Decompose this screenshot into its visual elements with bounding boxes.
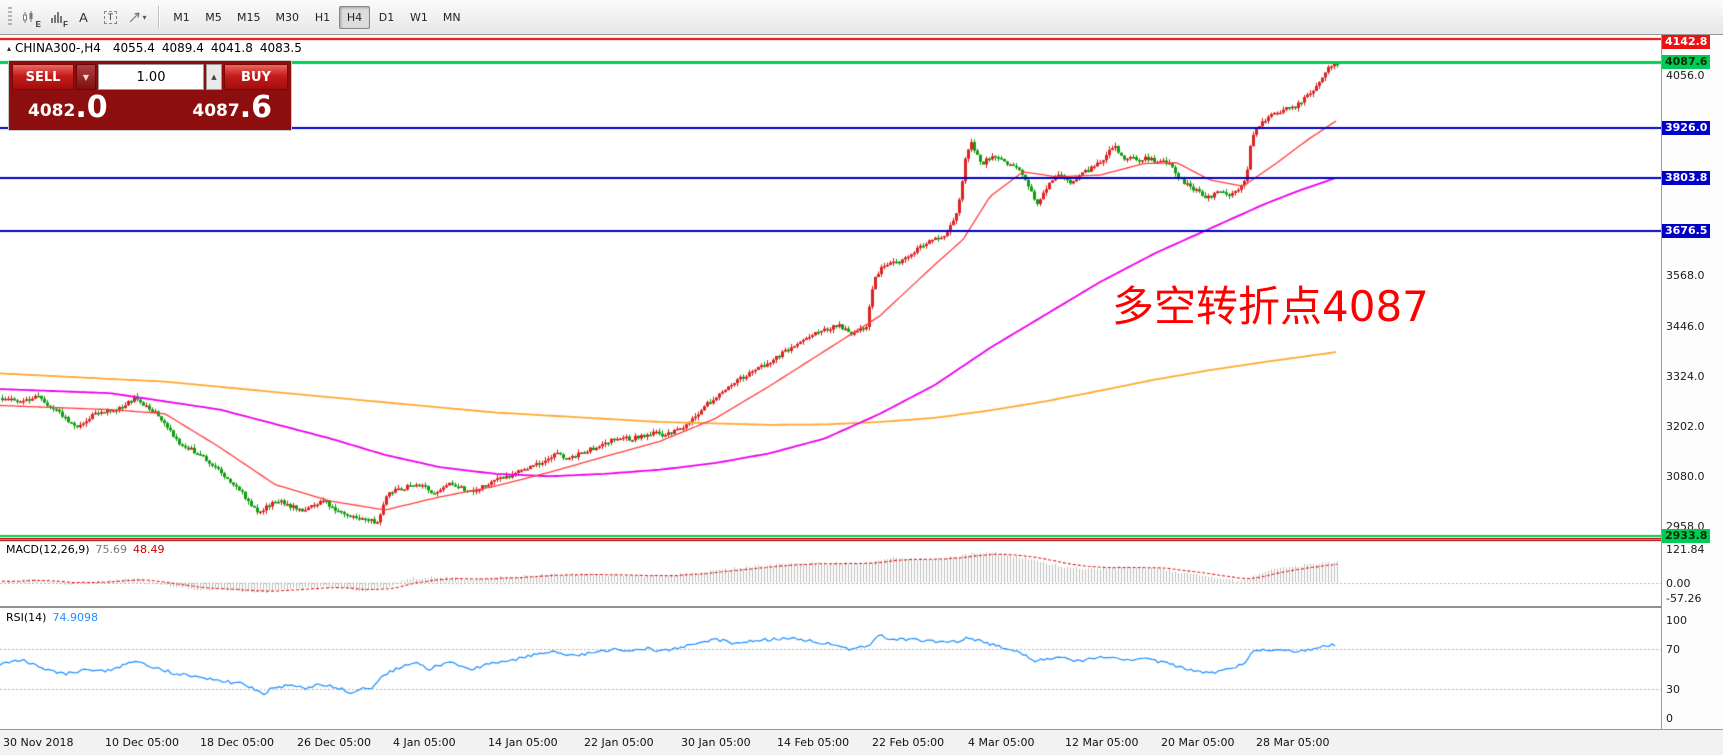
chart-annotation[interactable]: 多空转折点4087: [1112, 282, 1429, 331]
expert-chart-tool-button[interactable]: E: [16, 5, 43, 30]
timeframe-button-m15[interactable]: M15: [230, 6, 268, 29]
macd-signal-value: 48.49: [133, 543, 165, 556]
time-axis-label: 30 Nov 2018: [3, 736, 74, 749]
buy-price-big-digit: .6: [239, 90, 272, 125]
tool-sub-label: E: [35, 19, 41, 29]
time-axis-label: 20 Mar 05:00: [1161, 736, 1235, 749]
time-axis[interactable]: 30 Nov 2018 10 Dec 05:00 18 Dec 05:00 26 De…: [0, 729, 1723, 755]
rsi-axis-tick: 70: [1666, 643, 1680, 657]
rsi-label: RSI(14) 74.9098: [6, 611, 98, 624]
price-chart-canvas[interactable]: [0, 35, 1661, 755]
rsi-axis-tick: 100: [1666, 613, 1687, 627]
chevron-up-icon: ▲: [211, 73, 217, 81]
ohlc-open: 4055.4: [112, 41, 155, 55]
symbol-name: CHINA300-,H4: [15, 41, 101, 55]
buy-button[interactable]: BUY: [224, 64, 288, 90]
timeframe-button-h4[interactable]: H4: [339, 5, 370, 29]
ohlc-high: 4089.4: [161, 41, 204, 55]
timeframe-button-m30[interactable]: M30: [269, 6, 307, 29]
price-line-label: 3803.8: [1662, 171, 1711, 186]
time-axis-label: 4 Jan 05:00: [393, 736, 456, 749]
chart-area: ▴ CHINA300-,H4 4055.4 4089.4 4041.8 4083…: [0, 35, 1723, 755]
arrow-shape-icon: [130, 11, 141, 22]
price-axis-tick: 3446.0: [1666, 319, 1705, 333]
macd-axis-tick: 0.00: [1666, 576, 1691, 590]
timeframe-button-mn[interactable]: MN: [436, 6, 468, 29]
toolbar-grip[interactable]: [8, 7, 12, 27]
timeframe-toolbar: M1 M5 M15 M30 H1 H4 D1 W1 MN: [166, 5, 468, 29]
sell-button[interactable]: SELL: [12, 64, 74, 90]
macd-main-value: 75.69: [95, 543, 128, 556]
chevron-down-icon: ▾: [142, 12, 147, 22]
buy-price[interactable]: 4087 .6: [192, 90, 272, 125]
text-tool-icon: A: [79, 9, 88, 25]
price-line-label: 3926.0: [1662, 121, 1711, 136]
macd-axis-tick: -57.26: [1666, 592, 1702, 606]
pane-separator[interactable]: [0, 606, 1723, 608]
timeframe-button-m1[interactable]: M1: [166, 6, 197, 29]
sell-price-big-digit: .0: [75, 90, 108, 125]
chevron-down-icon: ▼: [82, 72, 90, 82]
time-axis-label: 30 Jan 05:00: [681, 736, 751, 749]
label-tool-button[interactable]: T: [97, 5, 124, 30]
time-axis-label: 14 Feb 05:00: [777, 736, 850, 749]
timeframe-button-m5[interactable]: M5: [198, 6, 229, 29]
tool-sub-label: F: [63, 19, 68, 29]
timeframe-button-w1[interactable]: W1: [403, 6, 435, 29]
volume-dropdown-button[interactable]: ▼: [76, 64, 96, 90]
price-line-label: 4142.8: [1662, 35, 1711, 49]
price-line-label: 4087.6: [1662, 54, 1711, 69]
time-axis-label: 4 Mar 05:00: [968, 736, 1035, 749]
time-axis-label: 28 Mar 05:00: [1256, 736, 1330, 749]
label-tool-icon: T: [103, 10, 118, 24]
main-toolbar: E F A T ▾ M1 M5 M15 M30 H1 H4 D1 W1 MN: [0, 0, 1723, 35]
one-click-trading-panel: SELL ▼ ▲ BUY 4082 .0 4087 .6: [8, 60, 292, 131]
price-axis-tick: 3324.0: [1666, 369, 1705, 383]
candlestick-chart-icon: [22, 10, 32, 23]
timeframe-button-h1[interactable]: H1: [307, 6, 338, 29]
time-axis-label: 22 Feb 05:00: [872, 736, 945, 749]
timeframe-button-d1[interactable]: D1: [371, 6, 402, 29]
price-axis-tick: 3568.0: [1666, 269, 1705, 283]
buy-price-main: 4087: [192, 100, 240, 121]
shapes-tool-button[interactable]: ▾: [124, 5, 151, 30]
time-axis-label: 10 Dec 05:00: [105, 736, 179, 749]
text-tool-button[interactable]: A: [70, 5, 97, 30]
sell-price-main: 4082: [28, 100, 76, 121]
collapse-panel-arrow-icon[interactable]: ▴: [7, 43, 12, 53]
price-axis-tick: 4056.0: [1666, 68, 1705, 82]
sell-price[interactable]: 4082 .0: [28, 90, 108, 125]
indicator-list-tool-button[interactable]: F: [43, 5, 70, 30]
histogram-icon: [50, 11, 62, 23]
price-axis[interactable]: 4056.0 3568.0 3446.0 3324.0 3202.0 3080.0 2958…: [1661, 35, 1723, 755]
time-axis-label: 18 Dec 05:00: [200, 736, 274, 749]
ohlc-close: 4083.5: [259, 41, 302, 55]
volume-increase-button[interactable]: ▲: [206, 64, 222, 90]
toolbar-separator: [158, 6, 159, 28]
rsi-name: RSI(14): [6, 611, 47, 624]
price-line-label: 2933.8: [1662, 529, 1711, 544]
macd-name: MACD(12,26,9): [6, 543, 90, 556]
symbol-info: ▴ CHINA300-,H4 4055.4 4089.4 4041.8 4083…: [7, 41, 309, 55]
rsi-axis-tick: 0: [1666, 712, 1673, 726]
macd-axis-tick: 121.84: [1666, 543, 1705, 557]
time-axis-label: 26 Dec 05:00: [297, 736, 371, 749]
price-line-label: 3676.5: [1662, 223, 1711, 238]
rsi-value: 74.9098: [52, 611, 98, 624]
time-axis-label: 14 Jan 05:00: [488, 736, 558, 749]
pane-separator[interactable]: [0, 539, 1723, 540]
macd-label: MACD(12,26,9) 75.69 48.49: [6, 543, 165, 556]
price-axis-tick: 3080.0: [1666, 470, 1705, 484]
ohlc-low: 4041.8: [210, 41, 253, 55]
time-axis-label: 12 Mar 05:00: [1065, 736, 1139, 749]
price-axis-tick: 3202.0: [1666, 420, 1705, 434]
time-axis-label: 22 Jan 05:00: [584, 736, 654, 749]
rsi-axis-tick: 30: [1666, 682, 1680, 696]
volume-input[interactable]: [98, 64, 204, 90]
